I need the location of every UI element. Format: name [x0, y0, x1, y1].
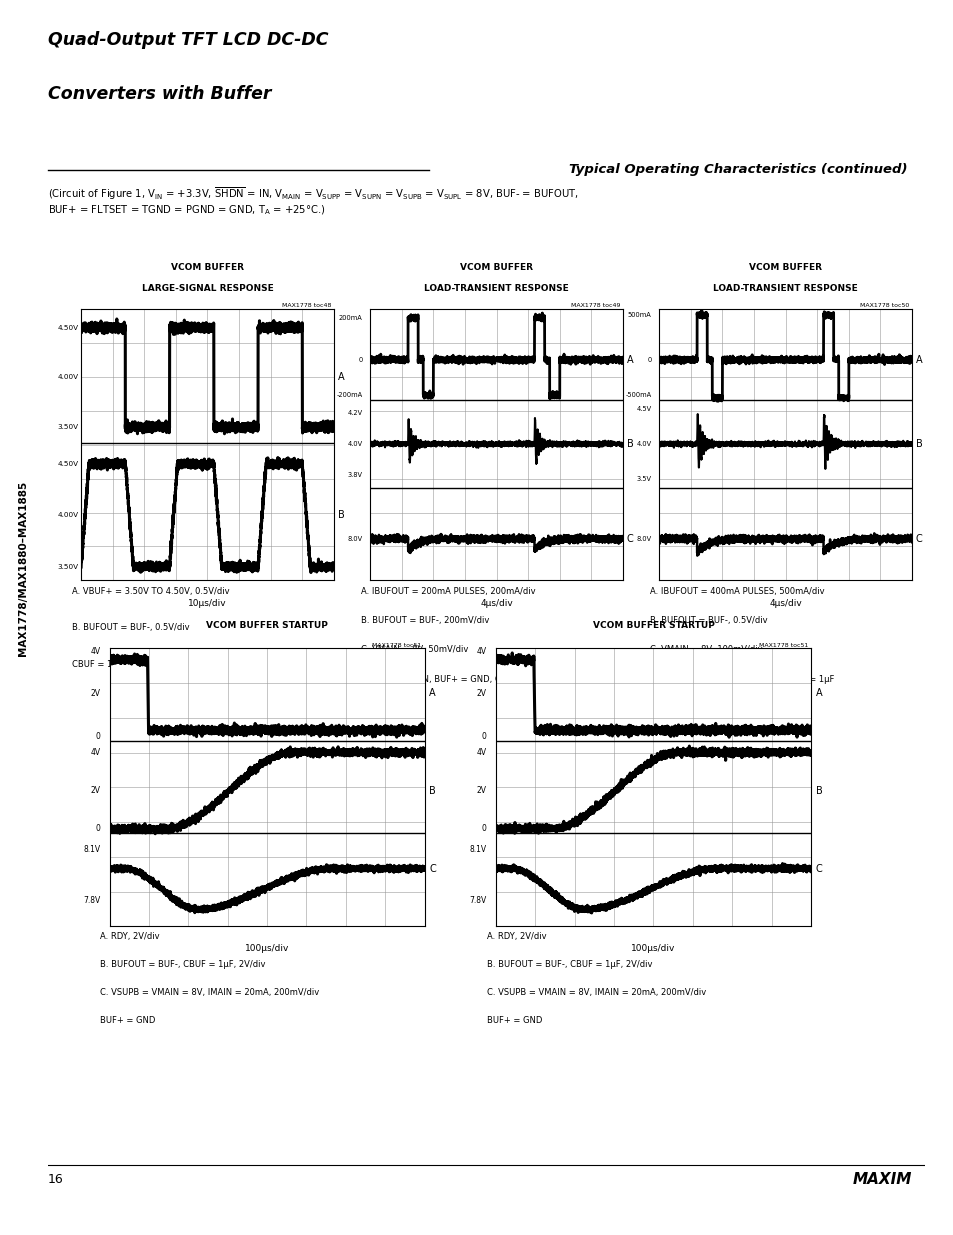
- Text: MAX1778 toc51: MAX1778 toc51: [372, 642, 421, 648]
- Text: 4V: 4V: [476, 748, 486, 757]
- Text: 4.0V: 4.0V: [636, 441, 651, 447]
- Text: C: C: [915, 534, 922, 543]
- Text: 4µs/div: 4µs/div: [768, 599, 801, 609]
- Text: 2V: 2V: [91, 689, 100, 698]
- Text: 3.8V: 3.8V: [347, 472, 362, 478]
- Text: MAX1778 toc51: MAX1778 toc51: [758, 642, 807, 648]
- Text: 8.0V: 8.0V: [347, 536, 362, 542]
- Text: B: B: [337, 510, 344, 520]
- Text: BUF+ = GND: BUF+ = GND: [486, 1015, 541, 1025]
- Text: 3.50V: 3.50V: [57, 424, 78, 430]
- Text: A: A: [815, 688, 821, 698]
- Text: 7.8V: 7.8V: [83, 895, 100, 905]
- Text: 4.50V: 4.50V: [57, 325, 78, 331]
- Text: B: B: [626, 438, 633, 448]
- Text: LOAD-TRANSIENT RESPONSE: LOAD-TRANSIENT RESPONSE: [713, 284, 857, 294]
- Text: 4µs/div: 4µs/div: [479, 599, 513, 609]
- Text: 0: 0: [647, 357, 651, 363]
- Text: 4.00V: 4.00V: [57, 513, 78, 519]
- Text: VCOM BUFFER STARTUP: VCOM BUFFER STARTUP: [592, 620, 714, 630]
- Text: 100µs/div: 100µs/div: [631, 945, 675, 953]
- Text: B. BUFOUT = BUF-, 0.5V/div: B. BUFOUT = BUF-, 0.5V/div: [71, 624, 189, 632]
- Text: 4V: 4V: [90, 647, 100, 656]
- Text: C. VSUPB = VMAIN = 8V, IMAIN = 20mA, 200mV/div: C. VSUPB = VMAIN = 8V, IMAIN = 20mA, 200…: [100, 988, 319, 997]
- Text: A: A: [337, 372, 344, 383]
- Text: MAX1778 toc50: MAX1778 toc50: [860, 303, 908, 308]
- Text: A. RDY, 2V/div: A. RDY, 2V/div: [486, 932, 545, 941]
- Text: C. VSUPB = VMAIN = 8V, IMAIN = 20mA, 200mV/div: C. VSUPB = VMAIN = 8V, IMAIN = 20mA, 200…: [486, 988, 705, 997]
- Text: -500mA: -500mA: [625, 393, 651, 398]
- Text: B. BUFOUT = BUF-, CBUF = 1µF, 2V/div: B. BUFOUT = BUF-, CBUF = 1µF, 2V/div: [486, 961, 651, 969]
- Text: 2V: 2V: [91, 785, 100, 795]
- Text: 0: 0: [95, 824, 100, 834]
- Text: MAX1778/MAX1880–MAX1885: MAX1778/MAX1880–MAX1885: [18, 480, 28, 656]
- Text: A. RDY, 2V/div: A. RDY, 2V/div: [100, 932, 160, 941]
- Text: C. VMAIN = 8V, 100mV/div: C. VMAIN = 8V, 100mV/div: [649, 646, 761, 655]
- Text: 2V: 2V: [476, 689, 486, 698]
- Text: 2V: 2V: [476, 785, 486, 795]
- Text: 4.0V: 4.0V: [347, 441, 362, 447]
- Text: A: A: [626, 354, 633, 364]
- Text: 4.2V: 4.2V: [347, 410, 362, 416]
- Text: (Circuit of Figure 1, V$_{\mathsf{IN}}$ = +3.3V, $\overline{\mathsf{SHDN}}$ = IN: (Circuit of Figure 1, V$_{\mathsf{IN}}$ …: [48, 185, 578, 217]
- Text: VCOM BUFFER: VCOM BUFFER: [459, 263, 533, 272]
- Text: VSUPB = VMAIN, BUF+ = GND, CBUF = 1µF: VSUPB = VMAIN, BUF+ = GND, CBUF = 1µF: [649, 674, 833, 684]
- Text: 8.0V: 8.0V: [636, 536, 651, 542]
- Text: 200mA: 200mA: [338, 315, 362, 321]
- Text: 0: 0: [95, 732, 100, 741]
- Text: -200mA: -200mA: [336, 393, 362, 398]
- Text: C: C: [429, 863, 436, 873]
- Text: 0: 0: [481, 732, 486, 741]
- Text: A: A: [915, 354, 922, 364]
- Text: 7.8V: 7.8V: [469, 895, 486, 905]
- Text: 500mA: 500mA: [627, 312, 651, 319]
- Text: CBUF = 1µF, VSUPB = 8V: CBUF = 1µF, VSUPB = 8V: [71, 661, 178, 669]
- Text: BUF+ = GND: BUF+ = GND: [100, 1015, 155, 1025]
- Text: 3.50V: 3.50V: [57, 563, 78, 569]
- Text: C. VMAIN = 8V, 50mV/div: C. VMAIN = 8V, 50mV/div: [360, 646, 468, 655]
- Text: MAX1778 toc48: MAX1778 toc48: [282, 303, 331, 308]
- Text: MAXIM: MAXIM: [852, 1172, 911, 1187]
- Text: VCOM BUFFER: VCOM BUFFER: [171, 263, 244, 272]
- Text: C: C: [815, 863, 821, 873]
- Text: 16: 16: [48, 1173, 64, 1187]
- Text: 0: 0: [481, 824, 486, 834]
- Text: 4V: 4V: [90, 748, 100, 757]
- Text: LARGE-SIGNAL RESPONSE: LARGE-SIGNAL RESPONSE: [141, 284, 274, 294]
- Text: 0: 0: [358, 357, 362, 363]
- Text: B: B: [429, 785, 436, 795]
- Text: B: B: [915, 438, 922, 448]
- Text: LOAD-TRANSIENT RESPONSE: LOAD-TRANSIENT RESPONSE: [424, 284, 568, 294]
- Text: VCOM BUFFER STARTUP: VCOM BUFFER STARTUP: [206, 620, 328, 630]
- Text: A. IBUFOUT = 400mA PULSES, 500mA/div: A. IBUFOUT = 400mA PULSES, 500mA/div: [649, 587, 823, 595]
- Text: 4.5V: 4.5V: [636, 405, 651, 411]
- Text: B. BUFOUT = BUF-, 0.5V/div: B. BUFOUT = BUF-, 0.5V/div: [649, 616, 766, 625]
- Text: MAX1778 toc49: MAX1778 toc49: [570, 303, 619, 308]
- Text: C: C: [626, 534, 633, 543]
- Text: A. VBUF+ = 3.50V TO 4.50V, 0.5V/div: A. VBUF+ = 3.50V TO 4.50V, 0.5V/div: [71, 587, 229, 595]
- Text: 8.1V: 8.1V: [469, 846, 486, 855]
- Text: 100µs/div: 100µs/div: [245, 945, 289, 953]
- Text: 4.50V: 4.50V: [57, 461, 78, 467]
- Text: A: A: [429, 688, 436, 698]
- Text: 3.5V: 3.5V: [636, 477, 651, 482]
- Text: VSUPB = VMAIN, BUF+ = GND, CBUF = 1µF: VSUPB = VMAIN, BUF+ = GND, CBUF = 1µF: [360, 674, 544, 684]
- Text: Typical Operating Characteristics (continued): Typical Operating Characteristics (conti…: [569, 163, 907, 177]
- Text: A. IBUFOUT = 200mA PULSES, 200mA/div: A. IBUFOUT = 200mA PULSES, 200mA/div: [360, 587, 535, 595]
- Text: 4.00V: 4.00V: [57, 374, 78, 380]
- Text: B. BUFOUT = BUF-, 200mV/div: B. BUFOUT = BUF-, 200mV/div: [360, 616, 489, 625]
- Text: B. BUFOUT = BUF-, CBUF = 1µF, 2V/div: B. BUFOUT = BUF-, CBUF = 1µF, 2V/div: [100, 961, 265, 969]
- Text: Converters with Buffer: Converters with Buffer: [48, 85, 271, 104]
- Text: 8.1V: 8.1V: [83, 846, 100, 855]
- Text: VCOM BUFFER: VCOM BUFFER: [748, 263, 821, 272]
- Text: 10µs/div: 10µs/div: [188, 599, 227, 609]
- Text: Quad-Output TFT LCD DC-DC: Quad-Output TFT LCD DC-DC: [48, 31, 328, 49]
- Text: 4V: 4V: [476, 647, 486, 656]
- Text: B: B: [815, 785, 821, 795]
